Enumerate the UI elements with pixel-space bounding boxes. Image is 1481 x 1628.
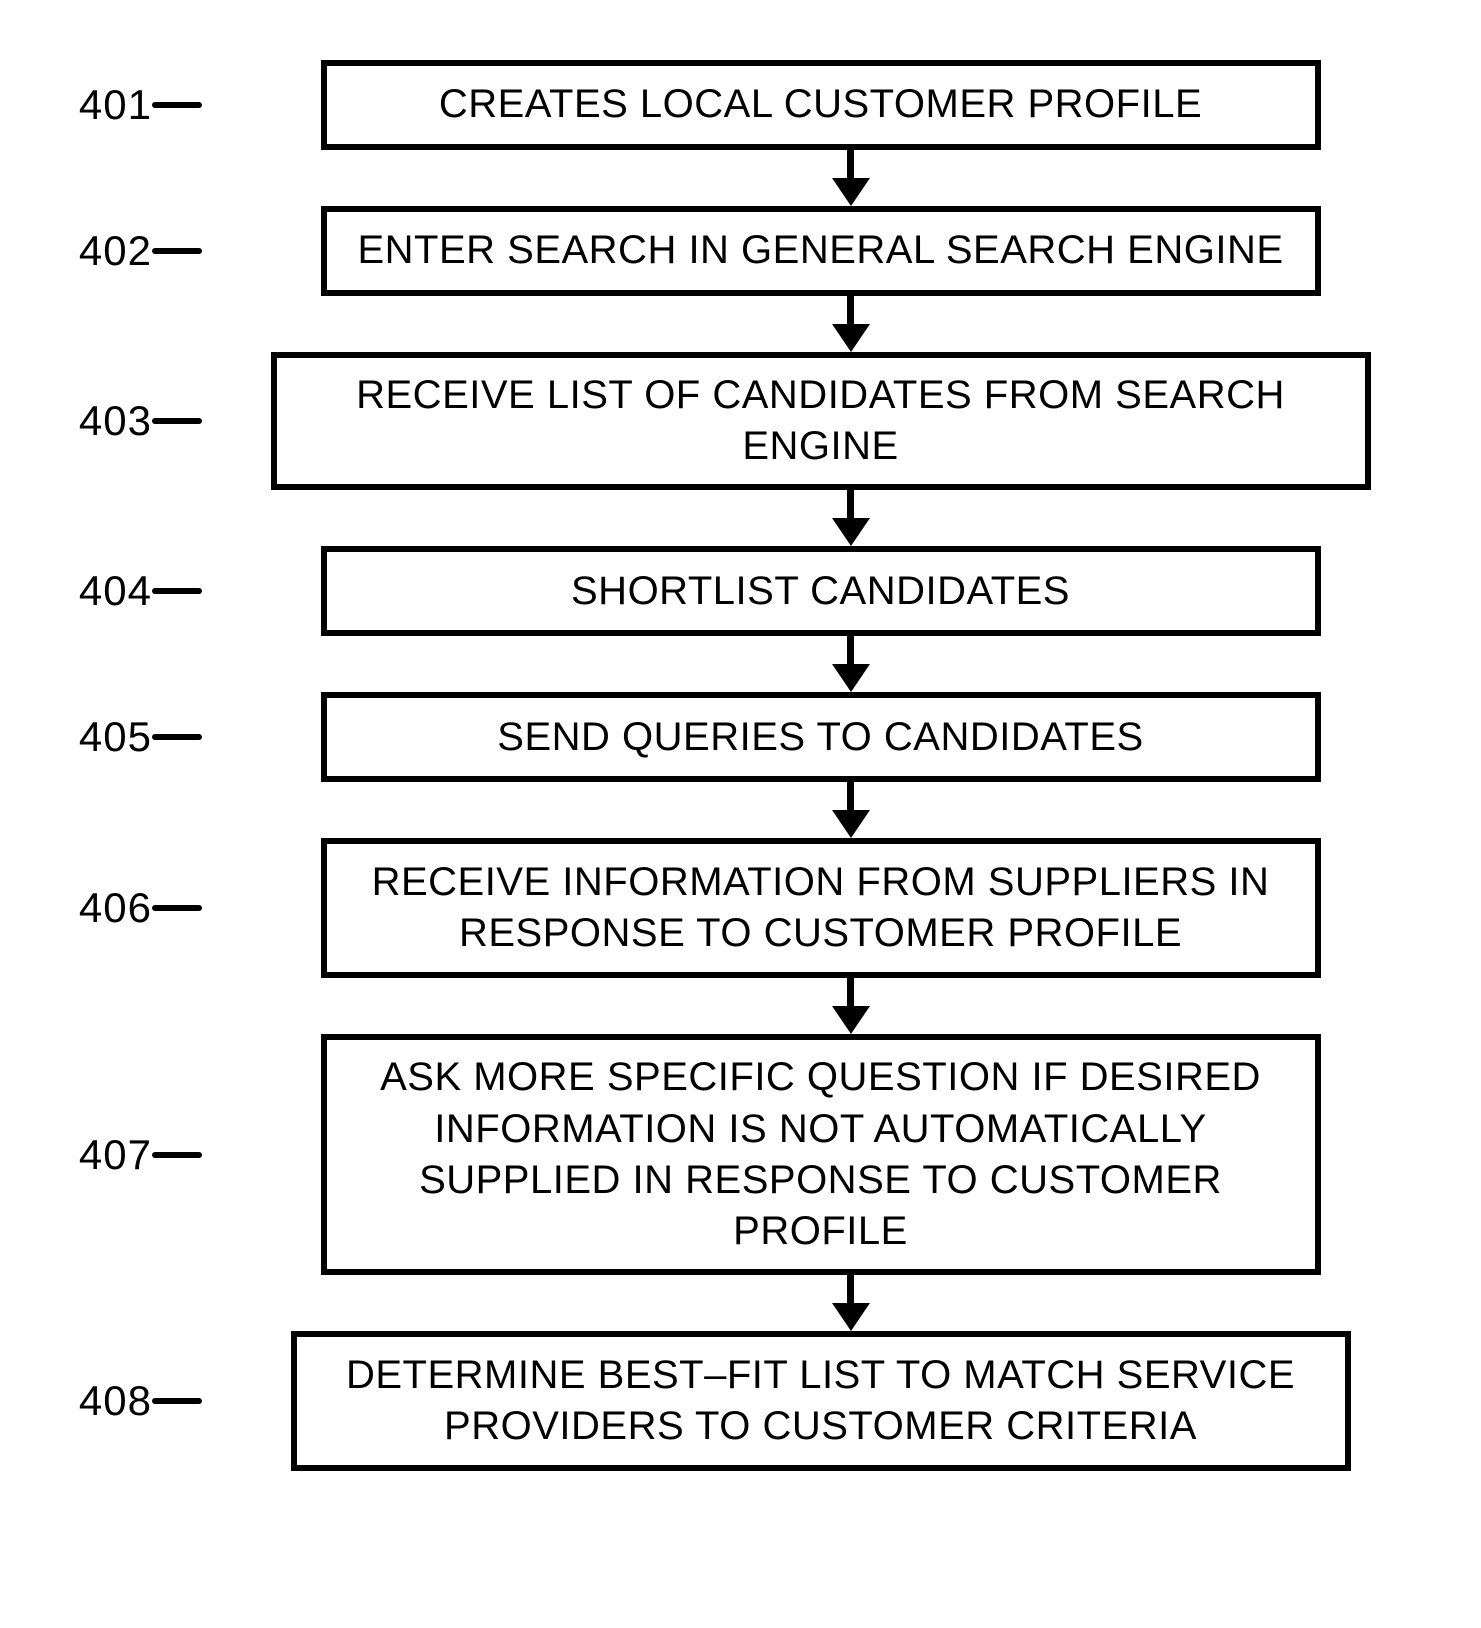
flowchart-arrow [832, 782, 870, 838]
arrow-shaft [847, 1275, 854, 1303]
step-box-column: RECEIVE INFORMATION FROM SUPPLIERS IN RE… [220, 838, 1481, 978]
step-box-column: ASK MORE SPECIFIC QUESTION IF DESIRED IN… [220, 1034, 1481, 1275]
step-id-label: 405 [79, 713, 152, 761]
flowchart-step-box: SEND QUERIES TO CANDIDATES [321, 692, 1321, 782]
step-id-label: 401 [79, 81, 152, 129]
flowchart-row: 406 RECEIVE INFORMATION FROM SUPPLIERS IN… [0, 838, 1481, 978]
label-connector [152, 905, 202, 911]
step-box-column: SHORTLIST CANDIDATES [220, 546, 1481, 636]
flowchart-arrow-wrap [0, 490, 1481, 546]
flowchart-arrow-wrap [0, 1275, 1481, 1331]
flowchart-row: 402 ENTER SEARCH IN GENERAL SEARCH ENGINE [0, 206, 1481, 296]
step-id-label: 404 [79, 567, 152, 615]
label-connector [152, 418, 202, 424]
flowchart-arrow-wrap [0, 782, 1481, 838]
step-label-column: 408 [0, 1377, 220, 1425]
flowchart-row: 401 CREATES LOCAL CUSTOMER PROFILE [0, 60, 1481, 150]
flowchart-step-box: RECEIVE INFORMATION FROM SUPPLIERS IN RE… [321, 838, 1321, 978]
flowchart-arrow [832, 150, 870, 206]
label-connector [152, 248, 202, 254]
flowchart-row: 405 SEND QUERIES TO CANDIDATES [0, 692, 1481, 782]
arrow-shaft [847, 636, 854, 664]
flowchart-arrow [832, 1275, 870, 1331]
arrow-head-icon [832, 1006, 870, 1034]
arrow-shaft [847, 490, 854, 518]
flowchart-row: 408 DETERMINE BEST–FIT LIST TO MATCH SERV… [0, 1331, 1481, 1471]
step-label-column: 401 [0, 81, 220, 129]
step-box-column: SEND QUERIES TO CANDIDATES [220, 692, 1481, 782]
step-label-column: 402 [0, 227, 220, 275]
flowchart-step-box: CREATES LOCAL CUSTOMER PROFILE [321, 60, 1321, 150]
flowchart-arrow [832, 636, 870, 692]
arrow-head-icon [832, 1303, 870, 1331]
arrow-head-icon [832, 178, 870, 206]
arrow-shaft [847, 978, 854, 1006]
flowchart-arrow-wrap [0, 636, 1481, 692]
label-connector [152, 734, 202, 740]
flowchart-step-box: SHORTLIST CANDIDATES [321, 546, 1321, 636]
arrow-head-icon [832, 518, 870, 546]
label-connector [152, 588, 202, 594]
arrow-shaft [847, 150, 854, 178]
flowchart-step-box: DETERMINE BEST–FIT LIST TO MATCH SERVICE… [291, 1331, 1351, 1471]
step-label-column: 406 [0, 884, 220, 932]
flowchart-row: 407 ASK MORE SPECIFIC QUESTION IF DESIRED… [0, 1034, 1481, 1275]
flowchart-container: 401 CREATES LOCAL CUSTOMER PROFILE 402 ENTE… [0, 60, 1481, 1471]
label-connector [152, 1152, 202, 1158]
flowchart-arrow [832, 296, 870, 352]
flowchart-step-box: RECEIVE LIST OF CANDIDATES FROM SEARCH E… [271, 352, 1371, 490]
flowchart-row: 404 SHORTLIST CANDIDATES [0, 546, 1481, 636]
step-id-label: 402 [79, 227, 152, 275]
step-id-label: 408 [79, 1377, 152, 1425]
step-box-column: DETERMINE BEST–FIT LIST TO MATCH SERVICE… [220, 1331, 1481, 1471]
step-label-column: 403 [0, 397, 220, 445]
step-id-label: 406 [79, 884, 152, 932]
step-label-column: 407 [0, 1131, 220, 1179]
arrow-head-icon [832, 810, 870, 838]
label-connector [152, 102, 202, 108]
step-box-column: RECEIVE LIST OF CANDIDATES FROM SEARCH E… [220, 352, 1481, 490]
step-label-column: 405 [0, 713, 220, 761]
arrow-head-icon [832, 324, 870, 352]
flowchart-arrow-wrap [0, 978, 1481, 1034]
arrow-shaft [847, 296, 854, 324]
flowchart-arrow-wrap [0, 150, 1481, 206]
step-id-label: 407 [79, 1131, 152, 1179]
flowchart-row: 403 RECEIVE LIST OF CANDIDATES FROM SEARC… [0, 352, 1481, 490]
flowchart-step-box: ASK MORE SPECIFIC QUESTION IF DESIRED IN… [321, 1034, 1321, 1275]
flowchart-arrow [832, 490, 870, 546]
flowchart-step-box: ENTER SEARCH IN GENERAL SEARCH ENGINE [321, 206, 1321, 296]
flowchart-arrow [832, 978, 870, 1034]
arrow-shaft [847, 782, 854, 810]
flowchart-arrow-wrap [0, 296, 1481, 352]
arrow-head-icon [832, 664, 870, 692]
step-box-column: ENTER SEARCH IN GENERAL SEARCH ENGINE [220, 206, 1481, 296]
step-box-column: CREATES LOCAL CUSTOMER PROFILE [220, 60, 1481, 150]
step-label-column: 404 [0, 567, 220, 615]
step-id-label: 403 [79, 397, 152, 445]
label-connector [152, 1398, 202, 1404]
